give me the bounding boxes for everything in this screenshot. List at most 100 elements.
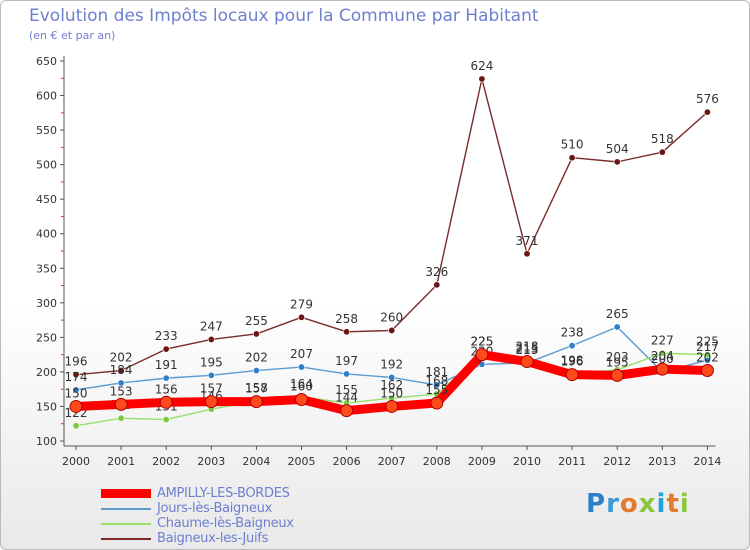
data-point-baigneux-les-juifs	[297, 313, 305, 321]
data-point-chaume-les-baigneux	[658, 349, 666, 357]
x-tick-label: 2012	[603, 455, 631, 468]
data-label-jours-les-baigneux: 181	[425, 365, 448, 379]
data-label-ampilly-les-bordes: 215	[516, 342, 539, 356]
data-point-jours-les-baigneux	[72, 386, 80, 394]
data-label-baigneux-les-juifs: 247	[200, 319, 223, 333]
legend-item: AMPILLY-LES-BORDES	[101, 486, 294, 501]
data-point-ampilly-les-bordes	[159, 395, 173, 409]
data-label-ampilly-les-bordes: 150	[380, 386, 403, 400]
data-label-baigneux-les-juifs: 233	[155, 329, 178, 343]
data-point-jours-les-baigneux	[433, 381, 441, 389]
x-tick-label: 2010	[513, 455, 541, 468]
data-point-chaume-les-baigneux	[72, 422, 80, 430]
data-label-chaume-les-baigneux: 162	[380, 378, 403, 392]
data-label-jours-les-baigneux: 265	[606, 307, 629, 321]
data-label-ampilly-les-bordes: 195	[606, 355, 629, 369]
data-label-baigneux-les-juifs: 624	[470, 59, 493, 73]
data-label-chaume-les-baigneux: 198	[561, 353, 584, 367]
data-label-ampilly-les-bordes: 150	[65, 386, 88, 400]
data-label-jours-les-baigneux: 192	[380, 357, 403, 371]
legend-label: Jours-lès-Baigneux	[157, 501, 272, 516]
data-point-jours-les-baigneux	[207, 371, 215, 379]
data-label-baigneux-les-juifs: 576	[696, 92, 719, 106]
data-point-ampilly-les-bordes	[565, 368, 579, 382]
data-label-baigneux-les-juifs: 518	[651, 132, 674, 146]
data-point-jours-les-baigneux	[162, 374, 170, 382]
logo-letter: i	[679, 489, 690, 519]
legend-swatch	[101, 522, 151, 525]
data-label-jours-les-baigneux: 197	[335, 354, 358, 368]
x-tick-label: 2006	[333, 455, 361, 468]
x-tick-label: 2005	[288, 455, 316, 468]
logo-letter: t	[666, 489, 680, 519]
data-label-chaume-les-baigneux: 225	[696, 335, 719, 349]
legend-swatch	[101, 537, 151, 540]
x-tick-label: 2000	[62, 455, 90, 468]
logo-letter: i	[656, 489, 667, 519]
data-label-ampilly-les-bordes: 153	[110, 384, 133, 398]
x-tick-label: 2001	[107, 455, 135, 468]
data-point-ampilly-les-bordes	[700, 364, 714, 378]
data-label-baigneux-les-juifs: 196	[65, 355, 88, 369]
data-label-jours-les-baigneux: 174	[65, 370, 88, 384]
y-tick-label: 350	[36, 262, 57, 275]
data-label-chaume-les-baigneux: 158	[245, 381, 268, 395]
data-label-jours-les-baigneux: 195	[200, 355, 223, 369]
data-point-baigneux-les-juifs	[117, 367, 125, 375]
y-tick-label: 400	[36, 228, 57, 241]
data-label-ampilly-les-bordes: 202	[696, 351, 719, 365]
y-tick-label: 550	[36, 124, 57, 137]
legend-swatch	[101, 489, 151, 498]
legend-label: AMPILLY-LES-BORDES	[157, 486, 290, 501]
legend-item: Jours-lès-Baigneux	[101, 501, 294, 516]
chart-title: Evolution des Impôts locaux pour la Comm…	[29, 6, 539, 26]
data-label-jours-les-baigneux: 207	[290, 347, 313, 361]
data-label-chaume-les-baigneux: 227	[651, 333, 674, 347]
data-label-ampilly-les-bordes: 160	[290, 380, 313, 394]
proxiti-logo: Proxiti	[586, 489, 690, 519]
data-point-baigneux-les-juifs	[478, 75, 486, 83]
data-label-ampilly-les-bordes: 196	[561, 355, 584, 369]
data-label-ampilly-les-bordes: 204	[651, 349, 674, 363]
data-point-chaume-les-baigneux	[162, 416, 170, 424]
data-point-baigneux-les-juifs	[252, 330, 260, 338]
data-label-chaume-les-baigneux: 155	[335, 383, 358, 397]
y-tick-label: 150	[36, 400, 57, 413]
x-tick-label: 2003	[197, 455, 225, 468]
data-point-ampilly-les-bordes	[340, 404, 354, 418]
data-label-ampilly-les-bordes: 156	[155, 382, 178, 396]
data-label-baigneux-les-juifs: 279	[290, 297, 313, 311]
chart-subtitle: (en € et par an)	[29, 29, 116, 42]
data-label-chaume-les-baigneux: 225	[470, 335, 493, 349]
logo-letter: P	[586, 489, 607, 519]
data-point-jours-les-baigneux	[252, 367, 260, 375]
data-point-ampilly-les-bordes	[385, 399, 399, 413]
data-point-baigneux-les-juifs	[523, 250, 531, 258]
y-tick-label: 200	[36, 366, 57, 379]
x-tick-label: 2008	[423, 455, 451, 468]
data-label-chaume-les-baigneux: 168	[425, 374, 448, 388]
chart-legend: AMPILLY-LES-BORDES Jours-lès-Baigneux Chau…	[101, 486, 294, 546]
data-point-jours-les-baigneux	[297, 363, 305, 371]
logo-letter: x	[638, 489, 657, 519]
data-point-jours-les-baigneux	[343, 370, 351, 378]
data-label-jours-les-baigneux: 191	[155, 358, 178, 372]
data-point-baigneux-les-juifs	[388, 326, 396, 334]
data-label-jours-les-baigneux: 238	[561, 326, 584, 340]
x-tick-label: 2013	[648, 455, 676, 468]
x-tick-label: 2002	[152, 455, 180, 468]
x-tick-label: 2007	[378, 455, 406, 468]
data-label-baigneux-les-juifs: 510	[561, 138, 584, 152]
x-tick-label: 2014	[693, 455, 721, 468]
data-label-chaume-les-baigneux: 164	[290, 377, 313, 391]
data-label-jours-les-baigneux: 202	[245, 351, 268, 365]
data-label-ampilly-les-bordes: 144	[335, 391, 358, 405]
data-point-jours-les-baigneux	[613, 323, 621, 331]
data-label-baigneux-les-juifs: 371	[516, 234, 539, 248]
data-label-baigneux-les-juifs: 255	[245, 314, 268, 328]
legend-label: Baigneux-les-Juifs	[157, 531, 269, 546]
data-point-jours-les-baigneux	[568, 342, 576, 350]
data-point-jours-les-baigneux	[117, 379, 125, 387]
data-label-baigneux-les-juifs: 258	[335, 312, 358, 326]
